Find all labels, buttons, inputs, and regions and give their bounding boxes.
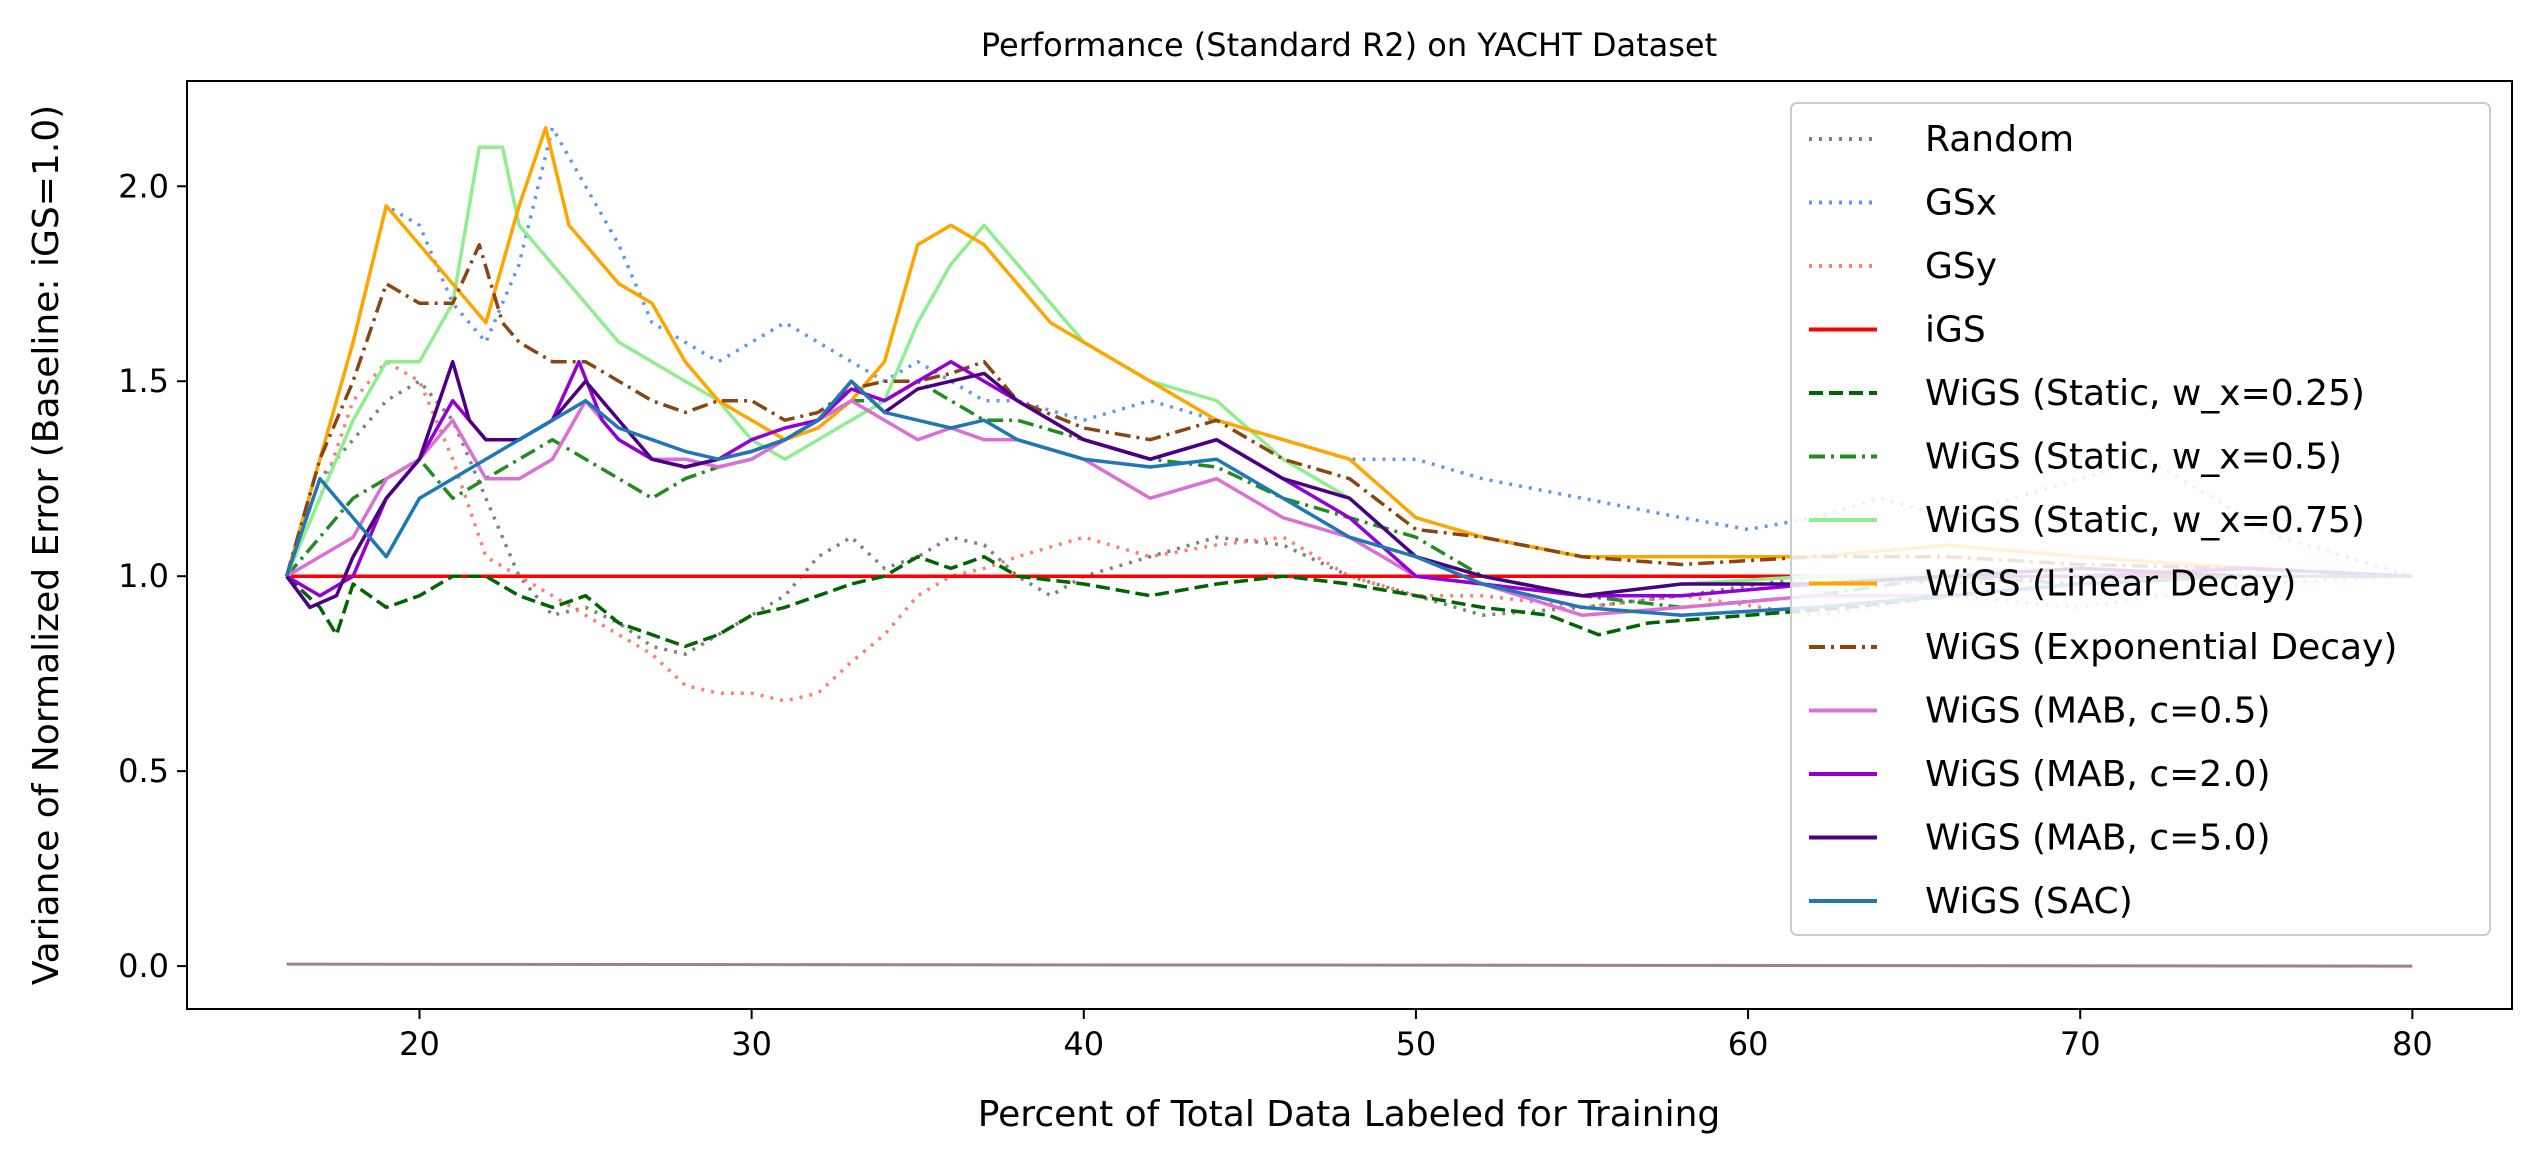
- series-line-wigs-sac: [284, 379, 2413, 617]
- legend-label-wigs-static-w-x-0-5: WiGS (Static, w_x=0.5): [1925, 437, 2342, 478]
- legend-label-wigs-static-w-x-0-75: WiGS (Static, w_x=0.75): [1925, 500, 2365, 541]
- legend-label-random: Random: [1925, 119, 2074, 160]
- series-line-wigs-static-w-x-0-25: [285, 554, 2413, 649]
- legend-label-wigs-mab-c-2-0: WiGS (MAB, c=2.0): [1925, 754, 2271, 795]
- series-line-wigs-mab-c-0-5: [285, 398, 2413, 617]
- x-tick-label: 30: [731, 1025, 772, 1063]
- chart-title: Performance (Standard R2) on YACHT Datas…: [981, 26, 1717, 64]
- x-axis-label: Percent of Total Data Labeled for Traini…: [978, 1094, 1721, 1135]
- legend-label-wigs-mab-c-5-0: WiGS (MAB, c=5.0): [1925, 818, 2271, 859]
- series-line-gsx: [284, 126, 2413, 578]
- x-tick-label: 80: [2392, 1025, 2433, 1063]
- x-tick-label: 60: [1728, 1025, 1769, 1063]
- legend-label-wigs-exponential-decay: WiGS (Exponential Decay): [1925, 627, 2397, 668]
- y-tick-label: 2.0: [118, 167, 169, 205]
- y-tick-label: 0.5: [118, 752, 169, 790]
- x-tick-label: 20: [399, 1025, 440, 1063]
- x-axis: 20 30 40 50 60 70 80: [399, 1009, 2433, 1063]
- series-line-wigs-exponential-decay: [284, 243, 2413, 578]
- y-tick-label: 0.0: [118, 947, 169, 985]
- y-axis-label: Variance of Normalized Error (Baseline: …: [26, 105, 67, 985]
- y-axis: 0.0 0.5 1.0 1.5 2.0: [118, 167, 187, 985]
- legend-label-wigs-mab-c-0-5: WiGS (MAB, c=0.5): [1925, 691, 2271, 732]
- legend-box: [1790, 102, 2491, 936]
- x-tick-label: 40: [1063, 1025, 1104, 1063]
- legend: Random GSx GSy iGS WiGS (Static, w_x=0.25) Wi…: [1790, 102, 2491, 936]
- x-tick-label: 50: [1396, 1025, 1437, 1063]
- y-tick-label: 1.5: [118, 362, 169, 400]
- y-tick-label: 1.0: [118, 557, 169, 595]
- baseline-line: [286, 962, 2413, 968]
- legend-label-wigs-sac: WiGS (SAC): [1925, 881, 2133, 922]
- legend-label-gsx: GSx: [1925, 183, 1997, 224]
- legend-label-gsy: GSy: [1925, 246, 1997, 287]
- series-layer: [284, 126, 2413, 968]
- legend-label-wigs-linear-decay: WiGS (Linear Decay): [1925, 564, 2296, 605]
- legend-label-igs: iGS: [1925, 310, 1986, 351]
- x-tick-label: 70: [2060, 1025, 2101, 1063]
- plot-frame: [186, 80, 2513, 1010]
- legend-label-wigs-static-w-x-0-25: WiGS (Static, w_x=0.25): [1925, 373, 2365, 414]
